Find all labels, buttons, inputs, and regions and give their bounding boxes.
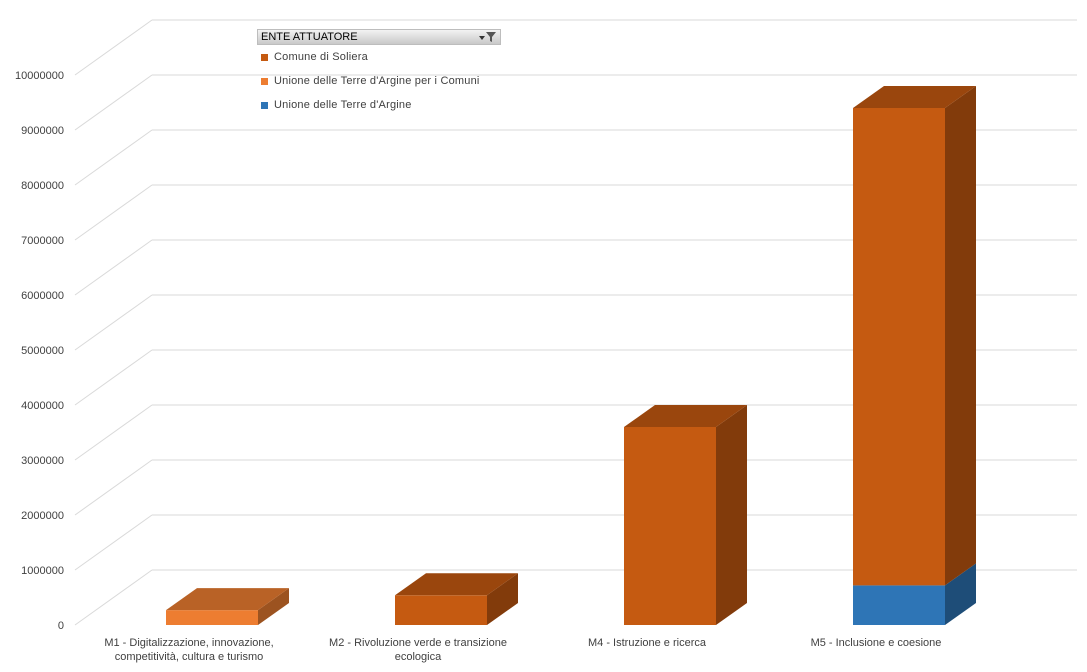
- legend-item: Comune di Soliera: [261, 45, 501, 69]
- y-tick-label: 7000000: [21, 235, 64, 247]
- gridline-diagonal: [74, 294, 153, 351]
- legend-title: ENTE ATTUATORE: [261, 31, 358, 43]
- legend-label: Unione delle Terre d'Argine per i Comuni: [274, 75, 480, 87]
- bar-segment-front: [624, 427, 716, 625]
- bar-segment-front: [395, 595, 487, 625]
- bar-segment-top: [853, 86, 976, 108]
- legend: ENTE ATTUATORE Comune di Soliera Unione d…: [257, 29, 501, 117]
- bar-segment-side: [716, 405, 747, 625]
- bar-segment-side: [945, 563, 976, 625]
- x-category-label: competitività, cultura e turismo: [115, 651, 264, 663]
- y-tick-label: 4000000: [21, 400, 64, 412]
- gridline-diagonal: [74, 184, 153, 241]
- y-tick-label: 10000000: [15, 70, 64, 82]
- gridline-diagonal: [74, 239, 153, 296]
- bar-segment-top: [395, 573, 518, 596]
- y-axis-ticks: 0 1000000 2000000 3000000 4000000 5000000 6000…: [15, 70, 64, 632]
- x-axis-categories: M1 - Digitalizzazione, innovazione, compe…: [104, 637, 941, 663]
- y-tick-label: 5000000: [21, 345, 64, 357]
- legend-swatch: [261, 77, 268, 85]
- y-tick-label: 1000000: [21, 565, 64, 577]
- y-tick-label: 0: [58, 620, 64, 632]
- y-tick-label: 9000000: [21, 125, 64, 137]
- x-category-label: M2 - Rivoluzione verde e transizione: [329, 637, 507, 649]
- bar-segment-front: [166, 610, 258, 625]
- bar-segment-side: [487, 573, 518, 625]
- legend-item: Unione delle Terre d'Argine per i Comuni: [261, 69, 501, 93]
- legend-swatch: [261, 101, 268, 109]
- gridline-diagonal: [74, 74, 153, 131]
- gridline-diagonal: [74, 349, 153, 406]
- legend-header[interactable]: ENTE ATTUATORE: [257, 29, 501, 45]
- bar-segment-side: [945, 86, 976, 586]
- gridline-diagonal: [74, 19, 153, 76]
- y-tick-label: 6000000: [21, 290, 64, 302]
- bar-segment-front: [853, 108, 945, 586]
- y-tick-label: 8000000: [21, 180, 64, 192]
- legend-label: Unione delle Terre d'Argine: [274, 99, 412, 111]
- x-category-label: M1 - Digitalizzazione, innovazione,: [104, 637, 273, 649]
- bar-segment-top: [624, 405, 747, 427]
- gridline-diagonal: [74, 514, 153, 571]
- gridline-diagonal: [74, 404, 153, 461]
- bar-segment-top: [166, 588, 289, 611]
- bars: [166, 86, 976, 625]
- gridline-diagonal: [74, 459, 153, 516]
- y-tick-label: 3000000: [21, 455, 64, 467]
- gridline-diagonal: [74, 129, 153, 186]
- bar-segment-side: [258, 588, 289, 625]
- gridline-diagonal: [74, 569, 153, 626]
- x-category-label: M5 - Inclusione e coesione: [811, 637, 942, 649]
- legend-swatch: [261, 53, 268, 61]
- y-tick-label: 2000000: [21, 510, 64, 522]
- filter-icon: [479, 32, 496, 42]
- bar-segment-front: [853, 585, 945, 625]
- filter-dropdown-button[interactable]: [479, 31, 497, 43]
- x-category-label: ecologica: [395, 651, 442, 663]
- legend-item: Unione delle Terre d'Argine: [261, 93, 501, 117]
- x-category-label: M4 - Istruzione e ricerca: [588, 637, 707, 649]
- legend-label: Comune di Soliera: [274, 51, 368, 63]
